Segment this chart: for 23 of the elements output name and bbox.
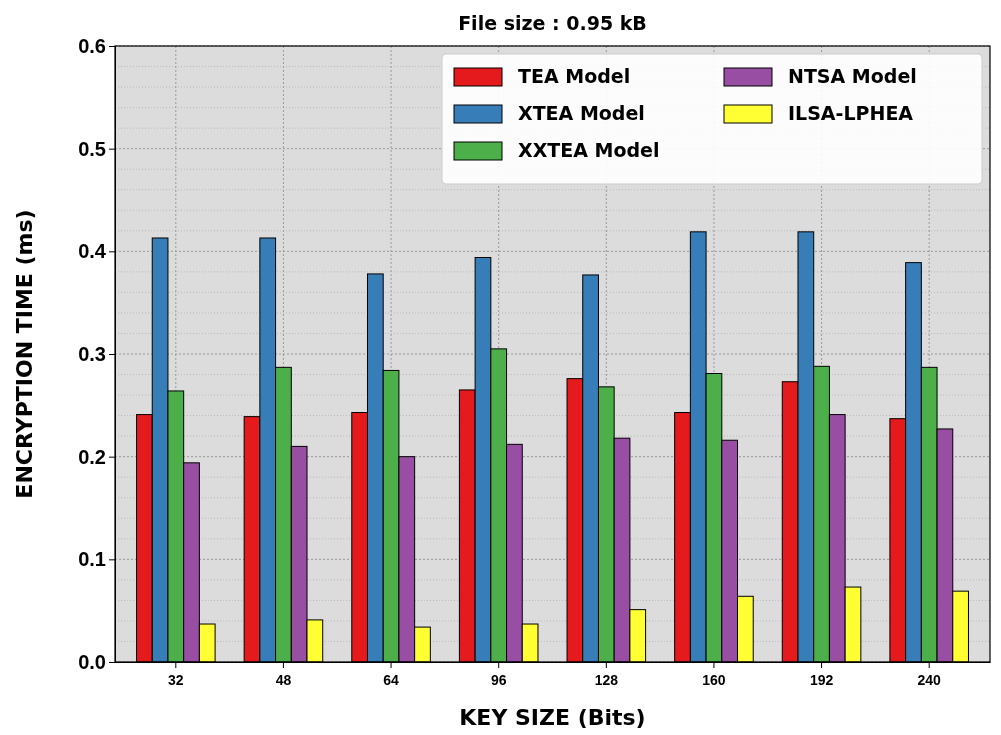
x-tick-label: 32 <box>168 672 184 688</box>
y-tick-label: 0.6 <box>78 34 106 57</box>
x-tick-label: 48 <box>275 672 292 688</box>
y-tick-label: 0.4 <box>78 240 107 263</box>
legend-label: NTSA Model <box>788 65 917 87</box>
y-tick-label: 0.1 <box>78 548 106 571</box>
y-tick-label: 0.2 <box>78 445 106 468</box>
y-tick-label: 0.5 <box>78 137 106 160</box>
legend-label: XXTEA Model <box>518 139 660 161</box>
x-tick-label: 160 <box>702 672 726 688</box>
x-axis-title: KEY SIZE (Bits) <box>459 705 646 730</box>
y-axis-title: ENCRYPTION TIME (ms) <box>12 209 37 499</box>
chart-title: File size : 0.95 kB <box>458 12 647 34</box>
x-tick-label: 240 <box>917 672 942 688</box>
x-tick-label: 192 <box>809 672 834 688</box>
y-tick-label: 0.0 <box>78 650 106 673</box>
legend-label: XTEA Model <box>518 102 645 124</box>
x-tick-label: 128 <box>594 672 619 688</box>
x-tick-label: 64 <box>383 672 400 688</box>
legend-label: TEA Model <box>518 65 631 87</box>
y-tick-label: 0.3 <box>78 342 106 365</box>
legend-label: ILSA-LPHEA <box>788 102 914 124</box>
x-tick-label: 96 <box>490 672 507 688</box>
